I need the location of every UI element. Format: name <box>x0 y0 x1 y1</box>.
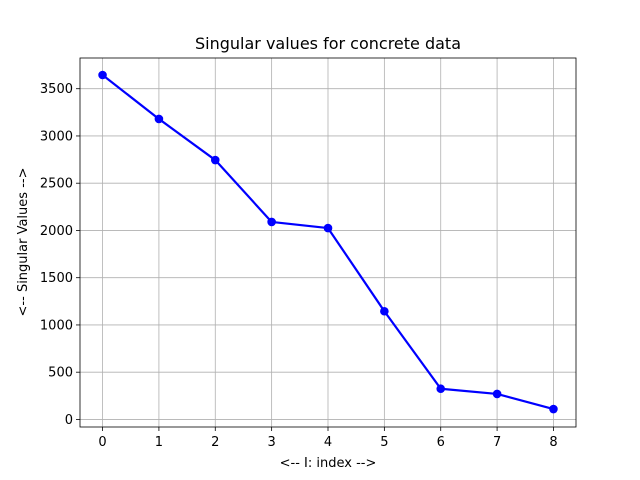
x-tick-label: 3 <box>267 435 275 450</box>
y-tick-label: 1500 <box>40 271 73 286</box>
data-point <box>492 389 502 399</box>
y-tick-label: 1000 <box>40 318 73 333</box>
data-point <box>549 404 558 414</box>
data-point <box>154 114 164 124</box>
x-tick-label: 7 <box>493 435 501 450</box>
x-tick-label: 1 <box>155 435 163 450</box>
chart-title: Singular values for concrete data <box>195 34 461 53</box>
x-tick-label: 0 <box>98 435 106 450</box>
data-point <box>436 384 446 394</box>
x-tick-label: 5 <box>380 435 388 450</box>
y-tick-label: 0 <box>65 413 73 428</box>
y-tick-label: 3500 <box>40 82 73 97</box>
series-group <box>98 70 558 414</box>
data-point <box>267 217 276 227</box>
plot-frame <box>79 57 577 428</box>
x-tick-label: 8 <box>549 435 557 450</box>
x-tick-label: 6 <box>437 435 445 450</box>
x-tick-label: 4 <box>324 435 332 450</box>
y-tick-label: 2000 <box>40 224 73 239</box>
data-point <box>210 155 220 165</box>
x-axis-label: <-- I: index --> <box>280 456 377 471</box>
data-point <box>323 223 333 233</box>
grid-lines <box>80 58 576 427</box>
y-tick-label: 2500 <box>40 177 73 192</box>
data-point <box>98 70 107 80</box>
x-axis-ticks: 0 1 2 3 4 5 6 7 8 <box>98 427 558 450</box>
x-tick-label: 2 <box>211 435 219 450</box>
y-axis-label: <-- Singular Values --> <box>16 168 31 317</box>
y-tick-label: 3000 <box>40 129 73 144</box>
data-point <box>380 306 389 316</box>
y-tick-label: 500 <box>48 366 73 381</box>
y-axis-ticks: 0 500 1000 1500 2000 2500 3000 3500 <box>40 82 80 428</box>
